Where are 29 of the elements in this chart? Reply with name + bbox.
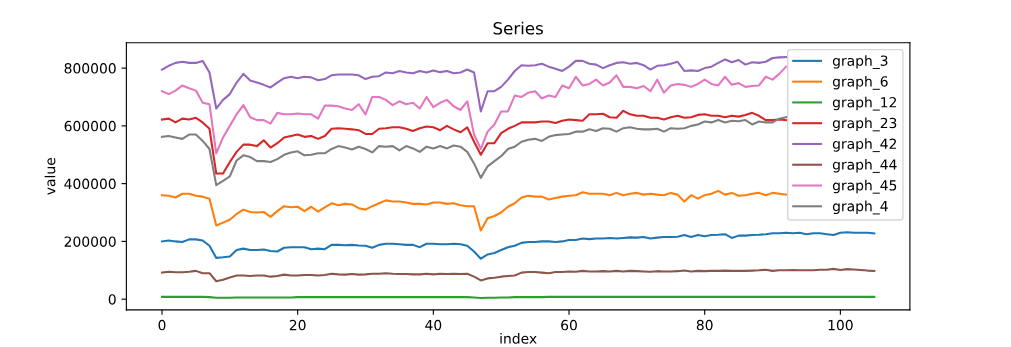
legend-label: graph_23 xyxy=(832,117,897,132)
y-tick-label: 0 xyxy=(108,294,116,305)
legend-label: graph_44 xyxy=(832,159,897,173)
legend-label: graph_45 xyxy=(832,179,897,194)
x-tick-label: 100 xyxy=(828,319,853,331)
line-series xyxy=(160,56,788,113)
line-series xyxy=(160,116,788,187)
x-tick-label: 40 xyxy=(425,319,442,331)
y-axis-title: value xyxy=(44,158,56,195)
x-tick-label: 20 xyxy=(289,319,306,331)
line-series xyxy=(160,109,788,175)
chart-title: Series xyxy=(493,21,543,35)
y-tick-label: 800000 xyxy=(64,63,116,74)
line-series xyxy=(160,267,876,283)
legend-label: graph_6 xyxy=(832,75,888,90)
legend-label: graph_12 xyxy=(832,96,897,111)
x-tick-label: 0 xyxy=(158,319,166,331)
line-series xyxy=(160,189,788,232)
y-tick-label: 200000 xyxy=(64,236,116,247)
x-axis-title: index xyxy=(500,333,537,344)
legend-label: graph_42 xyxy=(832,138,897,153)
line-series xyxy=(160,231,876,260)
line-series xyxy=(160,65,788,155)
y-tick-label: 600000 xyxy=(64,120,116,132)
y-tick-label: 400000 xyxy=(64,178,116,190)
x-tick-label: 60 xyxy=(561,319,577,331)
x-tick-label: 80 xyxy=(696,319,713,331)
legend-label: graph_4 xyxy=(832,200,888,215)
legend-label: graph_3 xyxy=(832,55,888,70)
